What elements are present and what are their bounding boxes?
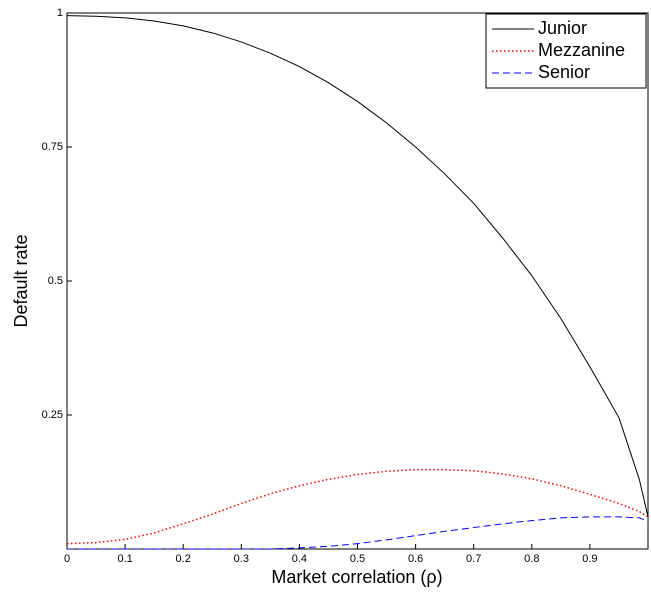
series-line [66,468,649,545]
x-tick-label: 0.6 [408,553,423,565]
x-axis-label: Market correlation (ρ) [271,567,442,587]
x-tick-label: 0.9 [582,553,597,565]
x-tick-label: 0 [64,553,70,565]
legend-label: Junior [538,18,587,38]
x-tick-label: 0.2 [176,553,191,565]
x-tick-label: 0.4 [292,553,307,565]
plot-frame [66,12,649,550]
y-tick-label: 0.5 [48,275,63,287]
series-line [67,516,649,550]
x-tick-label: 0.1 [117,553,132,565]
y-tick-label: 0.75 [42,141,63,153]
legend-label: Mezzanine [538,40,625,60]
y-axis-label: Default rate [11,234,31,327]
y-tick-label: 0.25 [42,409,63,421]
x-tick-label: 0.7 [466,553,481,565]
legend-label: Senior [538,62,590,82]
y-tick-label: 1 [57,7,63,19]
x-tick-label: 0.5 [350,553,365,565]
series-line [66,15,649,517]
x-tick-label: 0.3 [234,553,249,565]
x-tick-label: 0.8 [524,553,539,565]
